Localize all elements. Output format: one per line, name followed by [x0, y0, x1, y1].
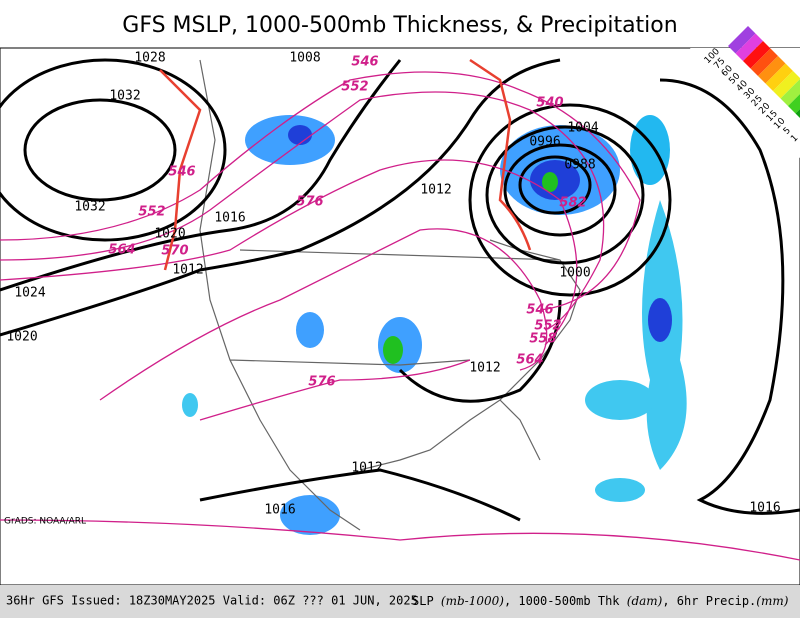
thickness-label: 552 — [138, 205, 165, 220]
footer-field: SLP — [412, 594, 441, 608]
thickness-line — [0, 519, 800, 561]
thickness-label: 570 — [161, 244, 188, 259]
isobar-label: 1012 — [420, 183, 451, 198]
thickness-label: 576 — [308, 375, 335, 390]
footer-field: (mb-1000) — [441, 594, 504, 608]
thickness-line — [0, 159, 578, 346]
isobar-label: 1032 — [74, 200, 105, 215]
isobar-label: 1012 — [351, 461, 382, 476]
legend-swatch — [788, 94, 800, 114]
thickness-label: 564 — [516, 353, 543, 368]
legend-label: 1 — [789, 133, 800, 144]
isobar-label: 1020 — [6, 330, 37, 345]
thickness-label: 546 — [168, 165, 195, 180]
footer-fields: SLP (mb-1000), 1000-500mb Thk (dam), 6hr… — [412, 594, 789, 608]
isobar-label: 1028 — [134, 51, 165, 66]
coastline — [199, 59, 581, 531]
isobar — [468, 103, 672, 297]
isobar — [398, 299, 562, 403]
isobar-label: 1016 — [264, 503, 295, 518]
thickness-line — [0, 71, 641, 311]
isobar — [0, 59, 402, 292]
thickness-label: 546 — [351, 55, 378, 70]
thickness-label: 576 — [296, 195, 323, 210]
isobar-label: 1012 — [469, 361, 500, 376]
thickness-label: 564 — [108, 243, 135, 258]
isobar — [503, 143, 617, 237]
legend-swatch — [780, 79, 800, 106]
footer-run: 36Hr GFS Issued: 18Z30MAY2025 Valid: 06Z… — [6, 594, 418, 608]
legend-swatch — [795, 109, 800, 118]
legend-swatch — [773, 71, 800, 99]
thickness-line — [99, 228, 548, 401]
precip-area — [296, 312, 324, 348]
legend-swatch — [735, 33, 763, 61]
thickness-line — [199, 359, 471, 421]
isobar — [0, 58, 227, 242]
isobar-label: 1004 — [567, 121, 598, 136]
footer-field: (mm) — [756, 594, 788, 608]
isobar-label: 1016 — [749, 501, 780, 516]
freezing-line — [159, 58, 532, 271]
legend-swatch — [750, 48, 778, 76]
thickness-label: 552 — [534, 319, 561, 334]
isobar — [485, 125, 645, 265]
precip-area — [648, 298, 672, 342]
isobar — [0, 58, 561, 337]
footer-field: , 6hr Precip. — [662, 594, 756, 608]
legend-label: 5 — [782, 126, 793, 137]
legend-swatch — [728, 26, 756, 54]
map: 1028 1008 1032 1032 1016 1020 1012 1024 1020 1012… — [0, 47, 800, 586]
precip-area — [630, 115, 670, 185]
contour-labels: 1028 1008 1032 1032 1016 1020 1012 1024 1020 1012… — [6, 51, 780, 518]
legend-swatch — [765, 63, 793, 91]
precip-area — [182, 393, 198, 417]
thickness-label: 546 — [526, 303, 553, 318]
precipitation — [182, 115, 687, 535]
isobar-label: 1020 — [154, 227, 185, 242]
isobar — [199, 468, 521, 522]
credit: GrADS: NOAA/ARL — [4, 517, 86, 527]
precip-area — [288, 125, 312, 145]
legend-swatch — [743, 41, 771, 69]
isobar — [23, 98, 177, 202]
isobar-label: 1000 — [559, 266, 590, 281]
precip-area — [542, 172, 558, 192]
legend-swatch — [758, 56, 786, 84]
isobar — [659, 78, 800, 515]
title: GFS MSLP, 1000-500mb Thickness, & Precip… — [122, 13, 677, 38]
footer-band — [0, 585, 800, 618]
isobars — [0, 58, 800, 522]
thickness-label: 552 — [341, 80, 368, 95]
precip-area — [383, 336, 403, 364]
thickness-line — [0, 91, 605, 331]
isobar — [518, 155, 592, 215]
isobar-label: 1032 — [109, 89, 140, 104]
thickness-label: 558 — [529, 332, 556, 347]
footer-field: (dam) — [627, 594, 663, 608]
thickness-label: 582 — [559, 196, 586, 211]
precip-area — [595, 478, 645, 502]
isobar-label: 0988 — [564, 158, 595, 173]
isobar-label: 1024 — [14, 286, 45, 301]
isobar-label: 1012 — [172, 263, 203, 278]
isobar-label: 1008 — [289, 51, 320, 66]
thickness-label: 540 — [536, 96, 563, 111]
thickness-lines — [0, 71, 800, 561]
isobar-label: 1016 — [214, 211, 245, 226]
isobar-label: 0996 — [529, 135, 560, 150]
footer-field: , 1000-500mb Thk — [504, 594, 627, 608]
precip-area — [585, 380, 655, 420]
